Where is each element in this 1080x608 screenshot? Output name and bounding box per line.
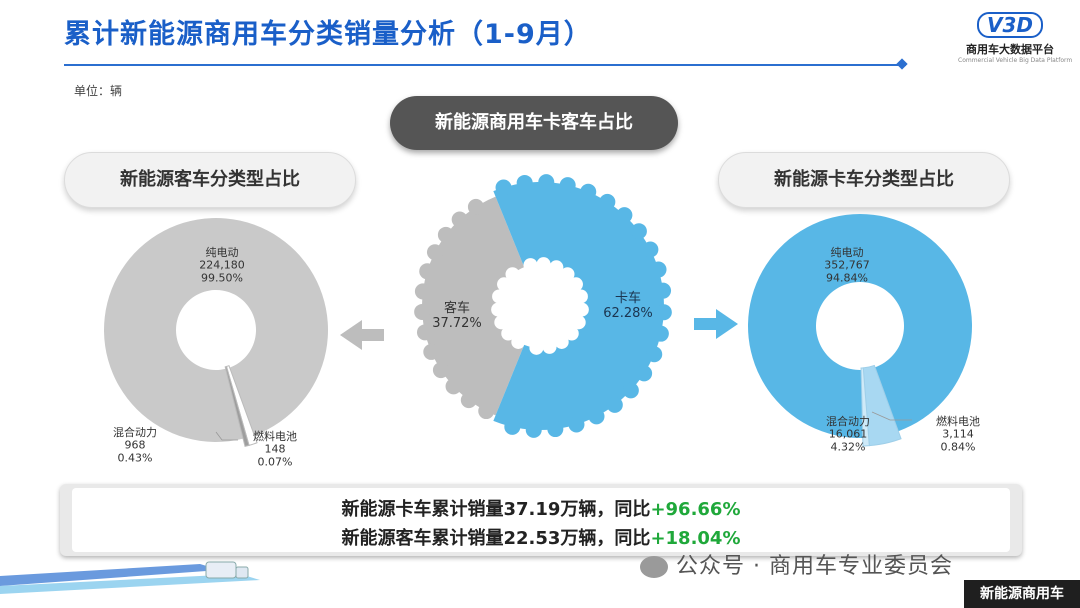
page-title: 累计新能源商用车分类销量分析（1-9月） <box>64 19 592 50</box>
logo-subtitle: Commercial Vehicle Big Data Platform <box>958 57 1073 64</box>
center-slice-truck <box>493 174 672 438</box>
center-pie-chart: 客车 37.72% 卡车 62.28% <box>414 174 672 438</box>
bus-leader-2 <box>215 431 238 441</box>
truck-label-2: 燃料电池 3,114 0.84% <box>936 414 980 453</box>
truck-growth-value: +96.66% <box>650 499 741 520</box>
bus-label-0: 纯电动 224,180 99.50% <box>199 246 245 284</box>
left-chart-title: 新能源客车分类型占比 <box>64 152 356 208</box>
bus-slice-fuelcell <box>224 365 250 448</box>
logo-mark: V3D <box>977 12 1043 38</box>
wechat-icon <box>640 556 668 578</box>
summary-inner: 新能源卡车累计销量37.19万辆，同比+96.66% 新能源客车累计销量22.5… <box>72 488 1010 552</box>
left-arrow-icon <box>340 320 384 350</box>
bus-summary-line: 新能源客车累计销量22.53万辆，同比+18.04% <box>72 524 1010 550</box>
truck-slice-bev <box>748 214 972 438</box>
logo-name: 商用车大数据平台 <box>966 43 1054 56</box>
bus-donut-chart: 纯电动 224,180 99.50% 混合动力 968 0.43% 燃料电池 148 0.07% <box>104 217 329 468</box>
center-slice-bus <box>414 196 526 420</box>
bus-slice-bev <box>104 217 329 442</box>
summary-box: 新能源卡车累计销量37.19万辆，同比+96.66% 新能源客车累计销量22.5… <box>60 484 1022 556</box>
unit-label: 单位：辆 <box>74 84 123 98</box>
center-label-truck: 卡车 62.28% <box>603 290 653 321</box>
center-label-bus: 客车 37.72% <box>432 300 482 331</box>
truck-label-1: 混合动力 16,061 4.32% <box>826 414 870 453</box>
right-arrow-icon <box>694 309 738 339</box>
bus-label-1: 混合动力 968 0.43% <box>113 425 157 464</box>
corner-tag: 新能源商用车 <box>964 580 1080 608</box>
bus-summary-text: 新能源客车累计销量22.53万辆，同比 <box>341 528 651 549</box>
center-chart-title: 新能源商用车卡客车占比 <box>390 96 678 150</box>
truck-summary-text: 新能源卡车累计销量37.19万辆，同比 <box>341 499 651 520</box>
watermark: 公众号 · 商用车专业委员会 <box>640 548 953 580</box>
bus-label-2: 燃料电池 148 0.07% <box>253 429 297 468</box>
truck-leader-2 <box>871 411 912 421</box>
right-chart-title: 新能源卡车分类型占比 <box>718 152 1010 208</box>
watermark-text: 公众号 · 商用车专业委员会 <box>676 554 953 579</box>
truck-road-decoration <box>0 561 260 594</box>
truck-donut-chart: 纯电动 352,767 94.84% 混合动力 16,061 4.32% 燃料电池 3,114… <box>748 214 980 453</box>
truck-label-0: 纯电动 352,767 94.84% <box>824 246 870 284</box>
platform-logo: V3D 商用车大数据平台 Commercial Vehicle Big Data… <box>958 12 1073 68</box>
truck-summary-line: 新能源卡车累计销量37.19万辆，同比+96.66% <box>72 495 1010 521</box>
bus-growth-value: +18.04% <box>650 528 741 549</box>
title-underline <box>64 64 906 66</box>
truck-slice-fuelcell <box>860 367 870 447</box>
